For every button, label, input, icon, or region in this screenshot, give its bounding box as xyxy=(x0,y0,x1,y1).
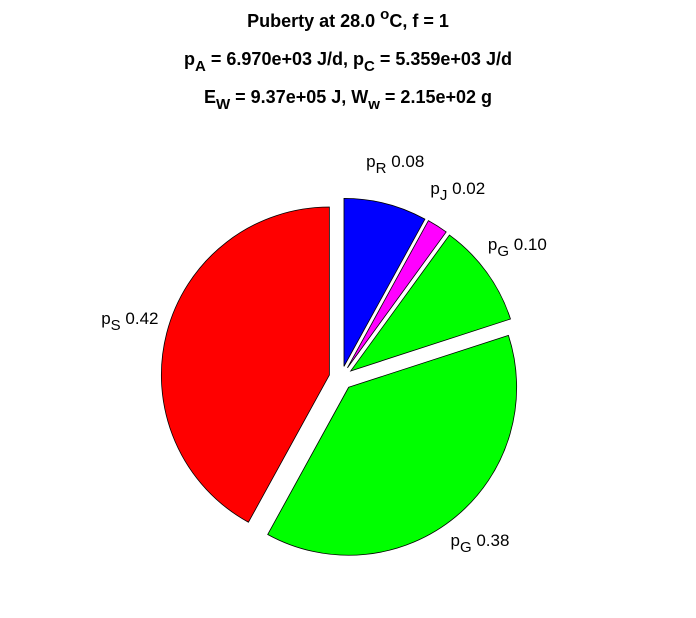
label-sub: R xyxy=(376,160,387,177)
title-sub: w xyxy=(367,96,380,113)
pie-slice xyxy=(347,220,447,369)
pie-slice xyxy=(349,234,511,372)
label-symbol: p xyxy=(450,531,459,550)
label-sub: G xyxy=(497,243,509,260)
label-value: 0.38 xyxy=(476,531,509,550)
label-sub: J xyxy=(440,187,448,204)
label-symbol: p xyxy=(430,179,439,198)
label-value: 0.42 xyxy=(125,309,158,328)
slice-label: pG 0.10 xyxy=(488,235,547,260)
label-sub: S xyxy=(111,317,121,334)
label-value: 0.10 xyxy=(514,235,547,254)
title-text: C, f = 1 xyxy=(389,11,449,31)
title-text: = 9.37e+05 J, W xyxy=(230,87,368,107)
chart-title: EW = 9.37e+05 J, Ww = 2.15e+02 g xyxy=(204,87,492,113)
title-text: = 2.15e+02 g xyxy=(380,87,492,107)
slice-label: pR 0.08 xyxy=(366,152,424,177)
label-value: 0.08 xyxy=(391,152,424,171)
chart-title: pA = 6.970e+03 J/d, pC = 5.359e+03 J/d xyxy=(184,49,512,75)
label-symbol: p xyxy=(488,235,497,254)
title-text: Puberty at 28.0 xyxy=(247,11,380,31)
title-text: p xyxy=(184,49,195,69)
title-sub: A xyxy=(195,58,206,75)
title-sub: C xyxy=(364,58,375,75)
slice-label: pJ 0.02 xyxy=(430,179,485,204)
pie-slice xyxy=(343,197,426,367)
chart-title: Puberty at 28.0 oC, f = 1 xyxy=(247,6,449,31)
pie-slice xyxy=(267,334,518,556)
pie-slice xyxy=(160,206,330,523)
title-text: E xyxy=(204,87,216,107)
title-text: = 6.970e+03 J/d, p xyxy=(206,49,364,69)
label-symbol: p xyxy=(101,309,110,328)
title-text: = 5.359e+03 J/d xyxy=(375,49,512,69)
label-value: 0.02 xyxy=(452,179,485,198)
title-sub: W xyxy=(216,96,231,113)
label-symbol: p xyxy=(366,152,375,171)
slice-label: pG 0.38 xyxy=(450,531,509,556)
slice-label: pS 0.42 xyxy=(101,309,158,334)
title-sup: o xyxy=(380,6,389,23)
label-sub: G xyxy=(460,539,472,556)
